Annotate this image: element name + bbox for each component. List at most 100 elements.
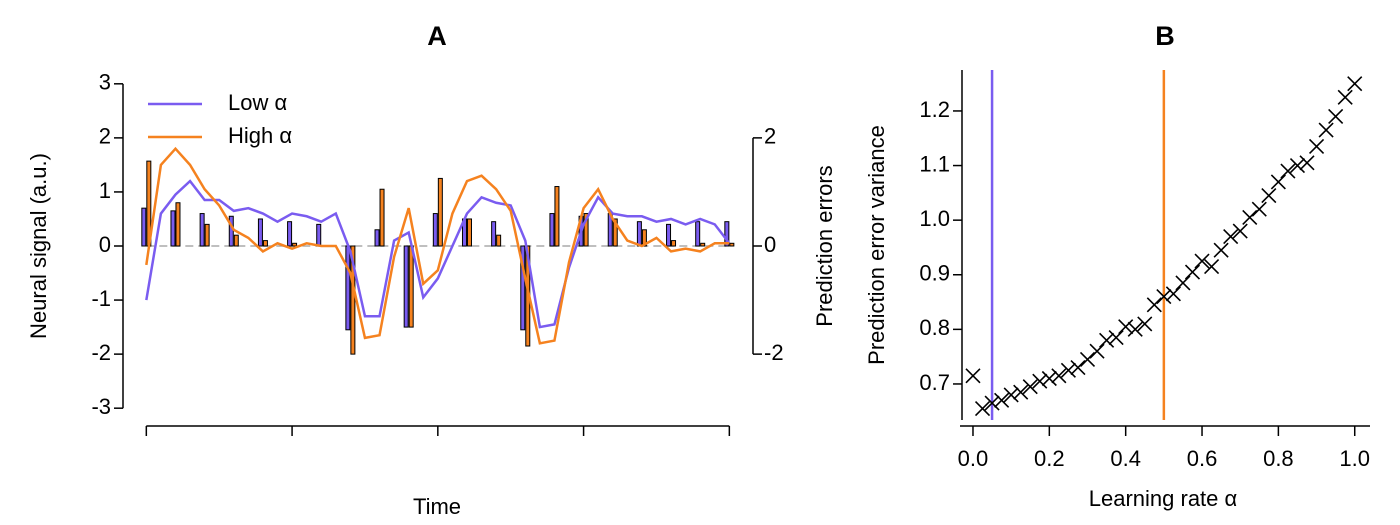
x-tick-label: 0.0: [958, 446, 989, 471]
marker: [1089, 343, 1105, 359]
legend-label: High α: [228, 123, 292, 148]
marker: [1308, 138, 1325, 155]
bar: [491, 221, 497, 247]
marker: [1013, 384, 1029, 400]
x-tick-label: 0.6: [1187, 446, 1218, 471]
marker: [1070, 360, 1086, 376]
marker: [1041, 370, 1057, 387]
bar: [549, 213, 555, 247]
bar: [466, 218, 472, 247]
marker: [1137, 316, 1153, 332]
marker: [1337, 89, 1353, 105]
bar: [554, 186, 560, 247]
bar: [141, 207, 147, 247]
bar: [636, 221, 642, 247]
marker: [1184, 264, 1201, 280]
y-tick-label: 1.1: [919, 151, 950, 176]
y-axis-label: Neural signal (a.u.): [26, 153, 51, 339]
marker: [1099, 332, 1115, 348]
bar: [233, 234, 239, 247]
marker: [974, 400, 991, 417]
marker: [994, 392, 1010, 408]
marker: [1299, 155, 1315, 171]
marker: [1328, 108, 1344, 124]
line: [145, 179, 731, 329]
marker: [1051, 368, 1067, 384]
y-tick-label: 3: [99, 70, 111, 95]
bar: [257, 218, 263, 247]
bar: [199, 213, 205, 247]
bar: [262, 240, 268, 247]
y-tick-label: -1: [91, 286, 111, 311]
bar: [170, 210, 176, 247]
marker: [1079, 351, 1096, 367]
bar: [520, 245, 526, 331]
y2-tick-label: 2: [764, 124, 776, 149]
marker: [1232, 223, 1248, 239]
bar: [316, 223, 322, 247]
x-tick-label: 0.2: [1034, 446, 1065, 471]
bar: [700, 242, 706, 247]
marker: [1261, 188, 1277, 204]
y-tick-label: -3: [91, 394, 111, 419]
marker: [1032, 373, 1048, 389]
y2-axis-label: Prediction errors: [812, 165, 837, 326]
marker: [1280, 163, 1296, 179]
bar: [292, 242, 298, 247]
marker: [1223, 228, 1239, 245]
marker: [1347, 76, 1363, 92]
marker: [1108, 329, 1124, 346]
bar: [496, 234, 502, 247]
bar: [408, 245, 414, 328]
y2-tick-label: 0: [764, 232, 776, 257]
bar: [345, 245, 351, 331]
marker: [1318, 122, 1334, 138]
marker: [965, 368, 981, 384]
marker: [1022, 379, 1038, 395]
line: [145, 146, 730, 345]
y2-tick-label: -2: [764, 340, 784, 365]
bar: [228, 215, 234, 247]
x-tick-label: 0.4: [1110, 446, 1141, 471]
bar: [403, 245, 409, 328]
bar: [695, 221, 701, 247]
bar: [671, 240, 677, 247]
marker: [1060, 362, 1076, 378]
x-tick-label: 1.0: [1339, 446, 1370, 471]
bar: [374, 229, 380, 247]
marker: [1156, 289, 1172, 305]
marker: [1204, 259, 1220, 275]
bar: [287, 221, 293, 247]
marker: [1165, 286, 1181, 302]
bar: [437, 177, 443, 247]
x-axis-label: Learning rate α: [1089, 486, 1238, 511]
marker: [984, 395, 1000, 411]
bar: [175, 202, 181, 247]
y-tick-label: -2: [91, 340, 111, 365]
y-tick-label: 0.8: [919, 315, 950, 340]
legend-label: Low α: [228, 90, 287, 115]
y-tick-label: 1.0: [919, 206, 950, 231]
marker: [1118, 319, 1134, 335]
y-tick-label: 1.2: [919, 97, 950, 122]
marker: [1289, 157, 1306, 174]
bar: [204, 223, 210, 247]
marker: [1194, 253, 1210, 269]
panel-title: A: [427, 21, 447, 51]
marker: [1175, 275, 1191, 291]
y-axis-label: Prediction error variance: [864, 125, 889, 365]
marker: [1270, 174, 1286, 190]
marker: [1242, 209, 1258, 225]
y-tick-label: 0.9: [919, 261, 950, 286]
bar: [666, 223, 672, 247]
marker: [1251, 201, 1267, 217]
bar: [724, 221, 730, 247]
panel-title: B: [1155, 21, 1175, 51]
bar: [612, 218, 618, 247]
marker: [1146, 297, 1162, 313]
bar: [379, 188, 385, 247]
x-axis-label: Time: [413, 494, 461, 519]
y-tick-label: 1: [99, 178, 111, 203]
y-tick-label: 0.7: [919, 370, 950, 395]
